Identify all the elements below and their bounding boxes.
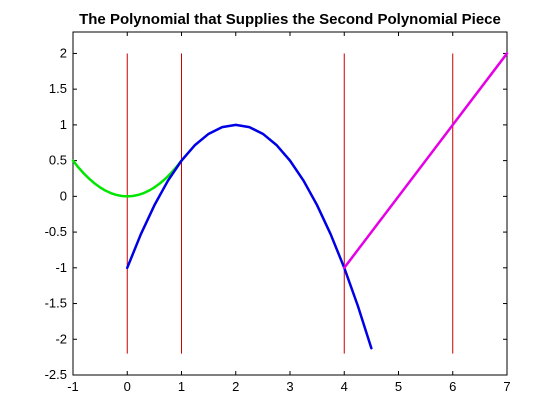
x-tick-label: 4 — [341, 379, 348, 394]
y-tick-label: -0.5 — [45, 224, 67, 239]
y-tick-label: 1 — [60, 117, 67, 132]
x-tick-label: 6 — [449, 379, 456, 394]
x-tick-label: 3 — [286, 379, 293, 394]
y-tick-label: 0 — [60, 188, 67, 203]
series-line-3 — [343, 52, 509, 270]
plot-area: -1 0 1 2 3 4 5 6 7 -2.5 -2 -1.5 -1 -0.5 0 0.5 1 1.5 2 — [45, 31, 511, 394]
x-tick-label: 7 — [503, 379, 510, 394]
y-tick-label: -2 — [55, 331, 67, 346]
y-tick-label: -1.5 — [45, 296, 67, 311]
y-tick-label: -2.5 — [45, 367, 67, 382]
axes-box — [72, 31, 508, 376]
y-axis: -2.5 -2 -1.5 -1 -0.5 0 0.5 1 1.5 2 — [45, 45, 507, 382]
y-tick-label: -1 — [55, 260, 67, 275]
chart-title: The Polynomial that Supplies the Second … — [79, 11, 501, 28]
series-line-2 — [126, 123, 373, 350]
x-tick-label: -1 — [67, 379, 79, 394]
x-tick-label: 0 — [124, 379, 131, 394]
y-tick-label: 0.5 — [49, 153, 67, 168]
y-tick-label: 2 — [60, 45, 67, 60]
knot-lines — [126, 53, 454, 354]
x-tick-label: 2 — [232, 379, 239, 394]
y-tick-label: 1.5 — [49, 81, 67, 96]
series-line-1 — [71, 159, 183, 198]
x-tick-label: 5 — [395, 379, 402, 394]
x-tick-label: 1 — [178, 379, 185, 394]
series-group — [71, 52, 509, 350]
x-axis: -1 0 1 2 3 4 5 6 7 — [67, 32, 511, 394]
